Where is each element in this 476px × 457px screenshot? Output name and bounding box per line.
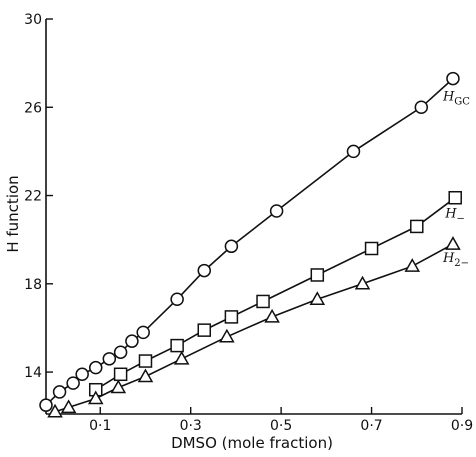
triangle-marker (173, 350, 190, 365)
series-label-square: H− (444, 207, 465, 225)
square-marker (410, 219, 424, 234)
square-marker (170, 338, 184, 353)
circle-marker (75, 367, 89, 382)
circle-marker (197, 263, 212, 278)
x-tick-label: 0·3 (180, 418, 202, 434)
x-tick-label: 0·5 (270, 418, 292, 434)
square-marker (197, 323, 212, 337)
axis-ticks: 14 18 22 26 30 0·1 0·3 0·5 0·7 0·9 (24, 12, 473, 434)
circle-marker (113, 345, 128, 359)
circle-marker (125, 334, 139, 348)
triangle-marker (110, 379, 127, 394)
x-tick-label: 0·7 (360, 418, 382, 434)
circle-marker (52, 385, 67, 399)
triangle-marker (60, 399, 77, 414)
circle-marker (446, 71, 460, 86)
triangle-marker (47, 403, 63, 418)
series-layer (39, 71, 462, 418)
square-marker (113, 367, 128, 382)
triangle-marker (219, 328, 235, 343)
triangle-marker (354, 275, 371, 290)
y-tick-label: 18 (24, 277, 42, 293)
y-tick-label: 30 (24, 12, 42, 28)
plot-area (45, 19, 462, 415)
y-axis-title: H function (4, 175, 22, 252)
triangle-marker (264, 308, 280, 323)
y-tick-label: 26 (24, 100, 42, 116)
circle-marker (346, 144, 361, 159)
square-marker (448, 190, 462, 205)
square-marker (256, 294, 270, 309)
triangle-marker (137, 368, 154, 383)
x-tick-label: 0·1 (89, 418, 111, 434)
circle-marker (102, 352, 117, 366)
y-tick-label: 14 (24, 365, 42, 381)
series-labels: HGC H− H2− (442, 90, 470, 270)
triangle-marker (87, 390, 104, 405)
circle-marker (170, 292, 184, 307)
square-marker (224, 310, 239, 324)
circle-marker (66, 376, 80, 390)
series-label-circle: HGC (442, 90, 470, 108)
circle-marker (414, 100, 429, 115)
circle-marker (88, 360, 103, 375)
y-tick-label: 22 (24, 189, 42, 205)
x-tick-label: 0·9 (451, 418, 473, 434)
circle-marker (269, 204, 284, 218)
triangle-marker (445, 236, 461, 250)
square-marker (310, 268, 325, 282)
triangle-marker (309, 291, 326, 306)
x-axis-title: DMSO (mole fraction) (171, 434, 333, 452)
circle-marker (136, 325, 150, 340)
square-marker (364, 241, 379, 256)
triangle-marker (404, 258, 421, 272)
series-label-triangle: H2− (442, 251, 469, 269)
square-marker (138, 354, 153, 368)
circle-marker (39, 398, 53, 412)
circle-marker (224, 239, 239, 254)
